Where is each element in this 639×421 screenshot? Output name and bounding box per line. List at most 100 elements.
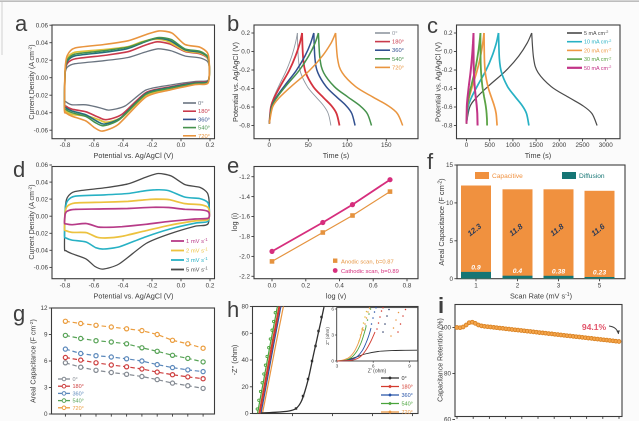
svg-text:log (v): log (v): [326, 292, 346, 301]
svg-text:360°: 360°: [392, 48, 404, 54]
svg-text:Time (s): Time (s): [323, 151, 349, 160]
svg-text:60: 60: [444, 417, 452, 421]
svg-text:-0.04: -0.04: [34, 248, 49, 255]
svg-text:5 mA cm-2: 5 mA cm-2: [584, 30, 608, 37]
svg-text:b: b: [227, 11, 239, 36]
svg-text:100: 100: [342, 142, 353, 149]
svg-text:3: 3: [331, 333, 334, 339]
svg-text:60: 60: [241, 331, 249, 338]
svg-text:0.00: 0.00: [36, 213, 49, 220]
svg-text:3: 3: [557, 283, 561, 290]
svg-text:0.9: 0.9: [471, 264, 481, 271]
svg-text:360°: 360°: [73, 391, 84, 397]
svg-text:500: 500: [484, 142, 495, 149]
svg-text:-0.6: -0.6: [89, 142, 100, 149]
svg-text:720°: 720°: [73, 406, 84, 412]
svg-text:0°: 0°: [73, 377, 78, 383]
svg-text:94.1%: 94.1%: [582, 322, 607, 332]
svg-text:d: d: [13, 157, 25, 182]
svg-text:log (i): log (i): [230, 213, 239, 231]
svg-text:180°: 180°: [198, 109, 210, 115]
svg-text:1000: 1000: [506, 142, 521, 149]
svg-text:180°: 180°: [402, 385, 413, 391]
svg-text:-0.4: -0.4: [442, 86, 453, 93]
svg-text:100: 100: [440, 325, 451, 332]
svg-text:0.4: 0.4: [335, 283, 344, 290]
svg-text:0°: 0°: [198, 101, 204, 107]
svg-text:15: 15: [446, 162, 454, 169]
svg-text:80: 80: [241, 304, 249, 311]
svg-text:-0.8: -0.8: [60, 142, 71, 149]
svg-text:Areal Capacitance (F cm-2): Areal Capacitance (F cm-2): [437, 178, 446, 265]
svg-text:6: 6: [372, 364, 375, 370]
svg-text:3: 3: [336, 364, 339, 370]
svg-text:0°: 0°: [392, 31, 398, 37]
svg-text:-0.4: -0.4: [239, 86, 250, 93]
svg-text:Current Density (A cm-2): Current Density (A cm-2): [28, 184, 36, 259]
svg-text:Potential vs. Ag/AgCl (V): Potential vs. Ag/AgCl (V): [94, 292, 174, 301]
svg-text:1 mV s-1: 1 mV s-1: [186, 237, 208, 245]
svg-text:1: 1: [474, 283, 478, 290]
svg-text:Cathodic scan, b=0.89: Cathodic scan, b=0.89: [341, 269, 399, 275]
svg-text:6: 6: [44, 358, 48, 365]
svg-text:540°: 540°: [402, 402, 413, 408]
svg-text:a: a: [15, 11, 28, 36]
svg-text:3000: 3000: [599, 142, 614, 149]
svg-text:c: c: [427, 13, 438, 38]
svg-text:2500: 2500: [575, 142, 590, 149]
svg-text:-0.02: -0.02: [34, 92, 49, 99]
svg-text:10: 10: [446, 200, 454, 207]
svg-text:0: 0: [245, 411, 249, 418]
svg-text:0.0: 0.0: [444, 49, 453, 56]
svg-text:Potential vs. Ag/AgCl (V): Potential vs. Ag/AgCl (V): [231, 42, 240, 122]
svg-text:0.0: 0.0: [268, 283, 277, 290]
svg-text:20 mA cm-2: 20 mA cm-2: [584, 48, 611, 55]
svg-text:Capacitance Retention (%): Capacitance Retention (%): [438, 318, 445, 402]
svg-text:-0.4: -0.4: [118, 142, 129, 149]
svg-text:-0.8: -0.8: [442, 123, 453, 130]
svg-text:0.00: 0.00: [36, 75, 49, 82]
svg-text:0.2: 0.2: [301, 283, 310, 290]
svg-text:Potential vs. Ag/AgCl (V): Potential vs. Ag/AgCl (V): [434, 42, 443, 122]
svg-text:-0.04: -0.04: [34, 110, 49, 117]
svg-text:-0.6: -0.6: [89, 283, 100, 290]
svg-text:0.0: 0.0: [241, 49, 250, 56]
svg-text:Areal Capacitance (F cm-2): Areal Capacitance (F cm-2): [29, 319, 37, 403]
svg-text:180°: 180°: [392, 40, 404, 46]
svg-text:Z' (ohm): Z' (ohm): [368, 369, 387, 375]
svg-text:10 mA cm-2: 10 mA cm-2: [584, 39, 611, 46]
svg-text:0.0: 0.0: [177, 283, 186, 290]
svg-text:0°: 0°: [402, 376, 407, 382]
svg-text:360°: 360°: [198, 117, 210, 123]
svg-text:0.06: 0.06: [36, 22, 49, 29]
svg-text:0.8: 0.8: [403, 283, 412, 290]
svg-text:50: 50: [305, 142, 313, 149]
svg-text:180°: 180°: [73, 384, 84, 390]
svg-text:720°: 720°: [402, 410, 413, 416]
svg-text:Anodic scan, b=0.87: Anodic scan, b=0.87: [341, 260, 394, 266]
svg-text:5: 5: [449, 238, 453, 245]
svg-text:-1.2: -1.2: [239, 174, 250, 181]
svg-text:3 mV s-1: 3 mV s-1: [186, 256, 208, 264]
svg-text:Current Density (A cm-2): Current Density (A cm-2): [28, 44, 36, 119]
svg-text:80: 80: [444, 371, 452, 378]
svg-text:-0.06: -0.06: [34, 265, 49, 272]
svg-text:-0.8: -0.8: [239, 123, 250, 130]
svg-text:Scan Rate (mV s-1): Scan Rate (mV s-1): [510, 292, 572, 301]
svg-text:0.4: 0.4: [513, 268, 523, 275]
svg-text:-2.2: -2.2: [239, 274, 250, 281]
svg-text:Time (s): Time (s): [525, 151, 551, 160]
svg-text:-Z'' (ohm): -Z'' (ohm): [230, 345, 239, 376]
svg-text:0.06: 0.06: [36, 162, 49, 169]
svg-text:Capacitive: Capacitive: [492, 173, 523, 180]
svg-text:0.2: 0.2: [206, 142, 215, 149]
svg-text:-0.06: -0.06: [34, 127, 49, 134]
svg-text:720°: 720°: [198, 134, 210, 140]
svg-text:-0.2: -0.2: [442, 67, 453, 74]
svg-text:-0.8: -0.8: [60, 283, 71, 290]
svg-text:5: 5: [598, 283, 602, 290]
svg-text:5 mV s-1: 5 mV s-1: [186, 266, 208, 274]
svg-text:-0.6: -0.6: [239, 104, 250, 111]
svg-text:0: 0: [331, 359, 334, 365]
svg-text:0.02: 0.02: [36, 57, 49, 64]
